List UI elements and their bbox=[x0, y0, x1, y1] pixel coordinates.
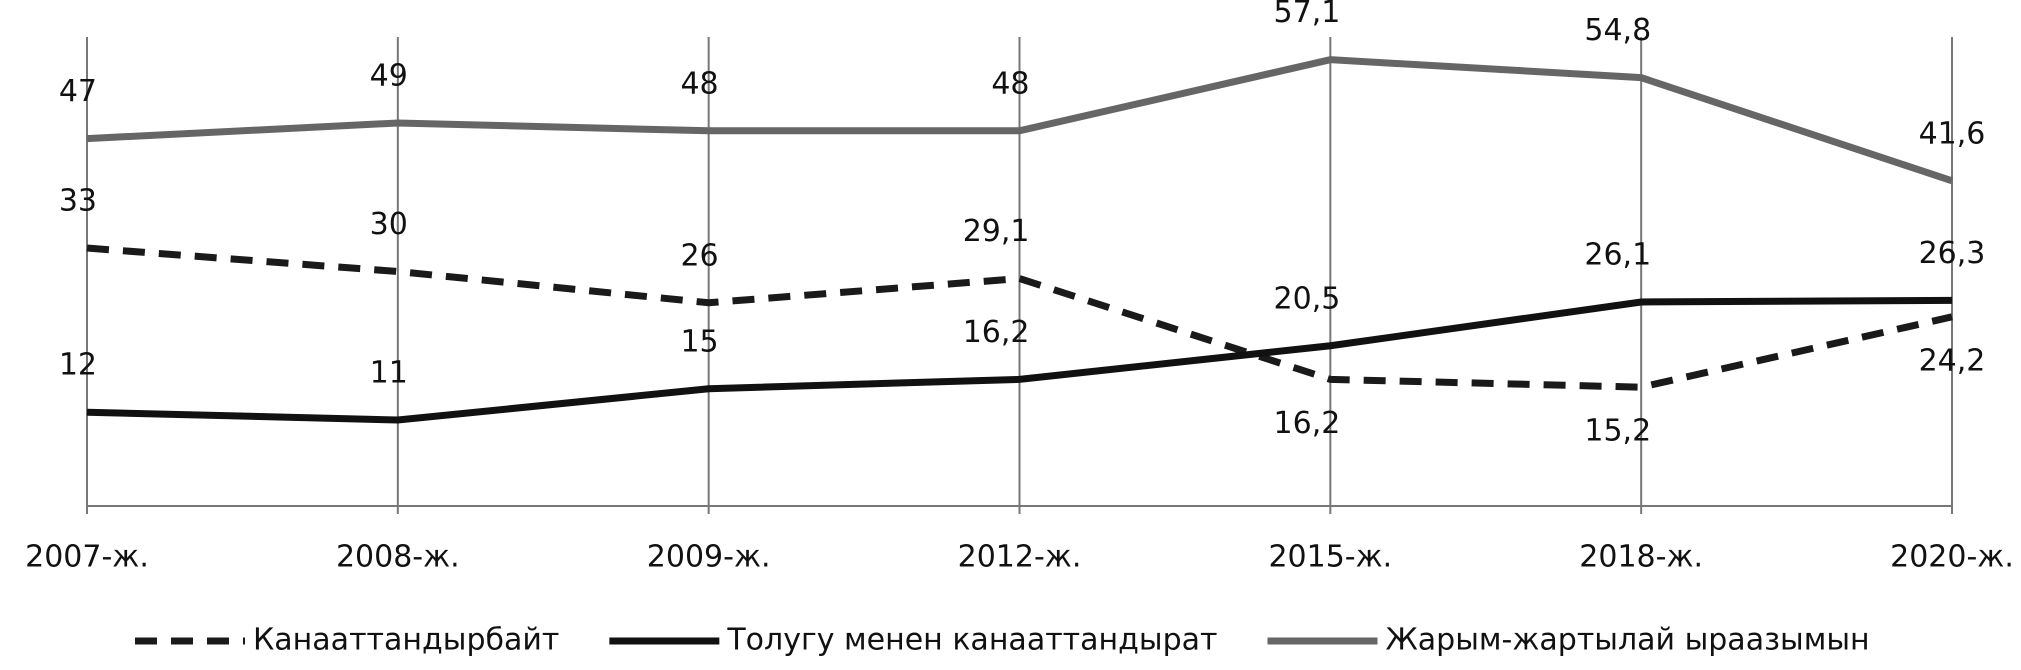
series-line bbox=[86, 56, 1954, 185]
legend-label: Толугу менен канааттандырат bbox=[726, 623, 1217, 658]
data-label: 49 bbox=[370, 58, 408, 93]
data-label: 16,2 bbox=[1274, 406, 1341, 441]
data-label: 47 bbox=[59, 74, 97, 109]
data-label: 15,2 bbox=[1584, 414, 1651, 449]
data-label: 16,2 bbox=[963, 315, 1030, 350]
data-label: 57,1 bbox=[1274, 0, 1341, 30]
data-label: 48 bbox=[680, 66, 718, 101]
data-label: 29,1 bbox=[963, 214, 1030, 249]
x-tick-label: 2015-ж. bbox=[1268, 540, 1392, 575]
data-label: 33 bbox=[59, 184, 97, 219]
x-tick-label: 2009-ж. bbox=[647, 540, 771, 575]
data-label: 12 bbox=[59, 348, 97, 383]
legend-label: Жарым-жартылай ыраазымын bbox=[1385, 623, 1869, 658]
data-label: 26,1 bbox=[1584, 237, 1651, 272]
legend-label: Канааттандырбайт bbox=[253, 623, 559, 658]
data-label: 48 bbox=[991, 66, 1029, 101]
data-label: 24,2 bbox=[1919, 343, 1986, 378]
series-line bbox=[86, 296, 1953, 424]
data-label: 54,8 bbox=[1584, 13, 1651, 48]
data-label: 15 bbox=[680, 324, 718, 359]
x-tick-label: 2012-ж. bbox=[958, 540, 1082, 575]
data-label: 30 bbox=[370, 207, 408, 242]
data-label: 20,5 bbox=[1274, 281, 1341, 316]
x-tick-label: 2018-ж. bbox=[1579, 540, 1703, 575]
x-tick-label: 2008-ж. bbox=[336, 540, 460, 575]
data-label: 26 bbox=[680, 238, 718, 273]
data-label: 26,3 bbox=[1919, 236, 1986, 271]
x-tick-label: 2007-ж. bbox=[25, 540, 149, 575]
x-tick-label: 2020-ж. bbox=[1890, 540, 2014, 575]
data-label: 11 bbox=[370, 356, 408, 391]
data-label: 41,6 bbox=[1919, 116, 1986, 151]
